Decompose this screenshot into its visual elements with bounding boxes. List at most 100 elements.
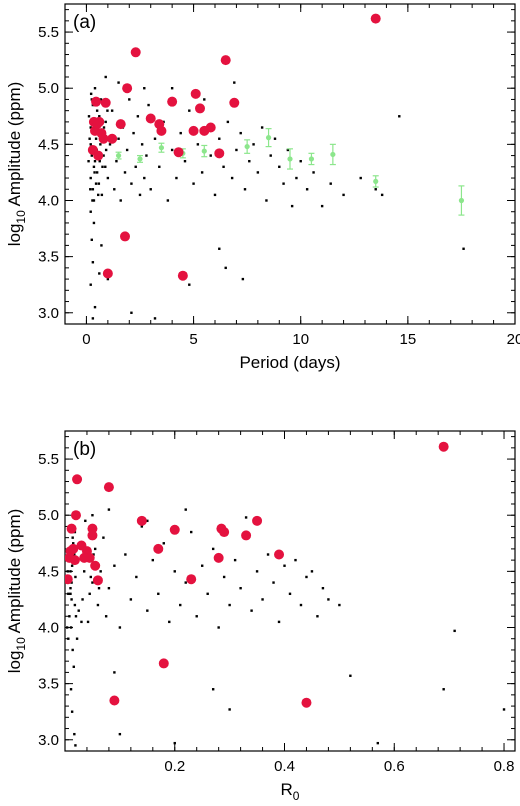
star-point (299, 159, 302, 163)
star-point (294, 558, 297, 562)
star-point (77, 609, 80, 612)
highlight-point (438, 441, 449, 452)
star-point (119, 199, 122, 202)
star-point (91, 199, 94, 202)
star-point (91, 317, 95, 320)
star-point (278, 165, 281, 169)
highlight-point (301, 697, 312, 708)
highlight-point (213, 552, 224, 563)
star-point (72, 542, 75, 545)
star-point (110, 109, 114, 112)
star-point (87, 159, 90, 163)
star-point (305, 575, 308, 579)
highlight-point (370, 13, 381, 24)
star-point (239, 131, 242, 135)
highlight-point (220, 55, 231, 66)
binned-point (244, 143, 250, 150)
star-point (243, 188, 247, 191)
star-point (146, 519, 149, 523)
star-point (329, 182, 332, 185)
star-point (89, 575, 92, 579)
star-point (218, 247, 221, 250)
star-point (170, 148, 174, 152)
star-point (310, 570, 314, 573)
star-point (224, 266, 227, 270)
highlight-point (122, 83, 133, 94)
star-point (316, 615, 319, 618)
star-point (146, 609, 149, 612)
star-point (95, 171, 99, 174)
binned-point (287, 156, 293, 162)
star-point (83, 570, 86, 573)
highlight-point (153, 543, 164, 554)
star-point (80, 620, 83, 624)
star-point (97, 182, 101, 185)
star-point (290, 204, 294, 208)
plot-area (87, 13, 465, 320)
star-point (179, 131, 182, 135)
highlight-point (169, 524, 180, 535)
star-point (102, 536, 105, 539)
star-point (233, 81, 236, 84)
star-point (282, 182, 285, 185)
highlight-point (109, 695, 120, 706)
star-point (140, 525, 144, 528)
star-point (143, 87, 146, 90)
star-point (106, 109, 109, 112)
highlight-point (68, 543, 79, 554)
highlight-point (98, 133, 109, 144)
star-point (89, 143, 92, 146)
star-point (149, 188, 152, 191)
star-point (69, 570, 72, 573)
star-point (91, 581, 94, 584)
star-point (89, 176, 92, 180)
star-point (179, 603, 182, 607)
star-point (241, 277, 245, 281)
star-point (184, 508, 187, 511)
star-point (143, 176, 146, 180)
star-point (88, 592, 91, 596)
star-point (113, 671, 116, 674)
star-point (96, 603, 100, 607)
x-tick-label: 5 (189, 331, 197, 348)
star-point (239, 586, 242, 590)
star-point (244, 516, 248, 519)
highlight-point (91, 96, 102, 107)
highlight-point (145, 113, 156, 124)
star-point (104, 75, 107, 79)
star-point (175, 176, 178, 180)
star-point (93, 547, 97, 551)
star-point (218, 137, 221, 140)
star-point (288, 592, 292, 596)
star-point (128, 98, 131, 101)
star-point (250, 609, 253, 612)
highlight-point (115, 119, 126, 130)
star-point (93, 159, 97, 163)
highlight-point (173, 147, 184, 158)
star-point (89, 210, 92, 213)
highlight-point (120, 231, 130, 242)
highlight-point (177, 270, 188, 281)
highlight-point (79, 552, 90, 563)
star-point (320, 204, 324, 208)
star-point (71, 648, 74, 652)
star-point (73, 603, 77, 607)
star-point (376, 741, 380, 745)
star-point (188, 283, 191, 286)
star-point (398, 115, 401, 118)
star-point (73, 553, 76, 556)
star-point (117, 81, 120, 84)
star-point (200, 564, 204, 567)
x-tick-label: 0 (82, 331, 90, 348)
x-tick-label: 20 (507, 331, 520, 348)
star-point (342, 193, 345, 197)
star-point (151, 558, 155, 562)
panel-label: (a) (73, 12, 96, 33)
plot-area (65, 441, 506, 747)
star-point (67, 592, 70, 596)
star-point (157, 592, 160, 596)
star-point (228, 603, 231, 607)
star-point (70, 598, 73, 601)
star-point (129, 598, 133, 601)
